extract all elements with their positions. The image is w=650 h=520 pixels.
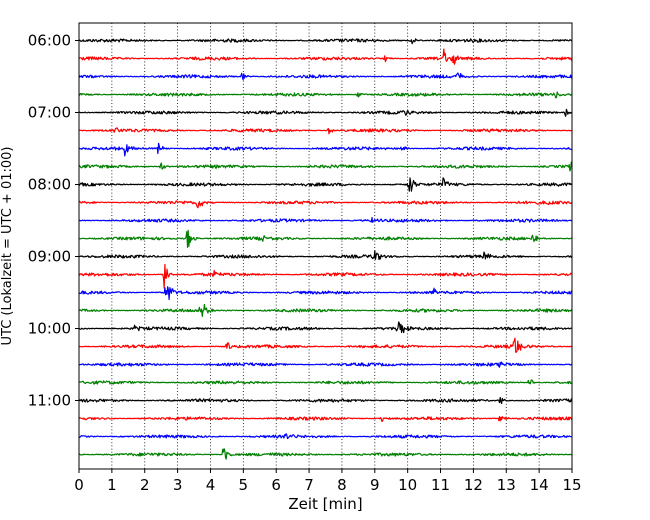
seismogram-trace (78, 48, 573, 65)
plot-background (79, 23, 572, 469)
seismogram-trace (78, 286, 573, 301)
x-tick-label: 0 (74, 476, 84, 494)
x-tick-label: 2 (140, 476, 150, 494)
seismogram-trace (78, 396, 573, 405)
x-tick-label: 15 (562, 476, 581, 494)
y-tick-label: 09:00 (28, 248, 71, 266)
seismogram-trace (78, 379, 573, 385)
y-tick-label: 06:00 (28, 32, 71, 50)
x-tick-label: 9 (370, 476, 380, 494)
y-axis-ticks: 06:00 07:00 08:00 09:00 10:00 11:00 (28, 32, 79, 410)
seismogram-trace (79, 108, 573, 117)
y-tick-label: 08:00 (28, 176, 71, 194)
plot-frame (78, 22, 573, 470)
seismogram-trace (78, 321, 573, 334)
seismogram-trace (78, 361, 573, 368)
y-tick-label: 11:00 (28, 392, 71, 410)
seismogram-trace (78, 263, 573, 289)
x-tick-label: 11 (431, 476, 450, 494)
seismogram-trace (78, 200, 573, 209)
x-tick-label: 5 (239, 476, 249, 494)
seismogram-trace (78, 433, 573, 440)
seismogram-trace (78, 229, 573, 248)
seismogram-trace (78, 38, 572, 45)
seismogram-trace (78, 91, 573, 99)
y-tick-label: 10:00 (28, 320, 71, 338)
seismogram-trace (78, 448, 573, 460)
seismogram-trace (78, 416, 573, 422)
seismogram-trace (78, 217, 573, 223)
seismogram-trace (78, 142, 573, 157)
x-tick-label: 12 (464, 476, 483, 494)
seismogram-trace (78, 337, 573, 353)
x-tick-label: 3 (173, 476, 183, 494)
x-axis-label: Zeit [min] (288, 495, 362, 513)
x-tick-label: 7 (304, 476, 314, 494)
seismogram-trace (78, 161, 573, 172)
x-tick-label: 14 (530, 476, 549, 494)
y-tick-label: 07:00 (28, 104, 71, 122)
seismogram-trace (78, 250, 573, 261)
x-tick-label: 10 (398, 476, 417, 494)
seismogram-trace (78, 303, 573, 317)
x-tick-label: 6 (271, 476, 281, 494)
x-tick-label: 1 (107, 476, 117, 494)
y-axis-label: UTC (Lokalzeit = UTC + 01:00) (0, 147, 15, 346)
seismogram-trace (78, 177, 573, 192)
seismogram-traces (78, 38, 573, 460)
seismogram-trace (79, 127, 573, 135)
seismogram-trace (78, 72, 573, 81)
x-tick-label: 8 (337, 476, 347, 494)
x-tick-label: 4 (206, 476, 216, 494)
x-axis-ticks: 0 1 2 3 4 5 6 7 8 9 10 11 12 13 14 15 (74, 469, 582, 494)
x-tick-label: 13 (497, 476, 516, 494)
